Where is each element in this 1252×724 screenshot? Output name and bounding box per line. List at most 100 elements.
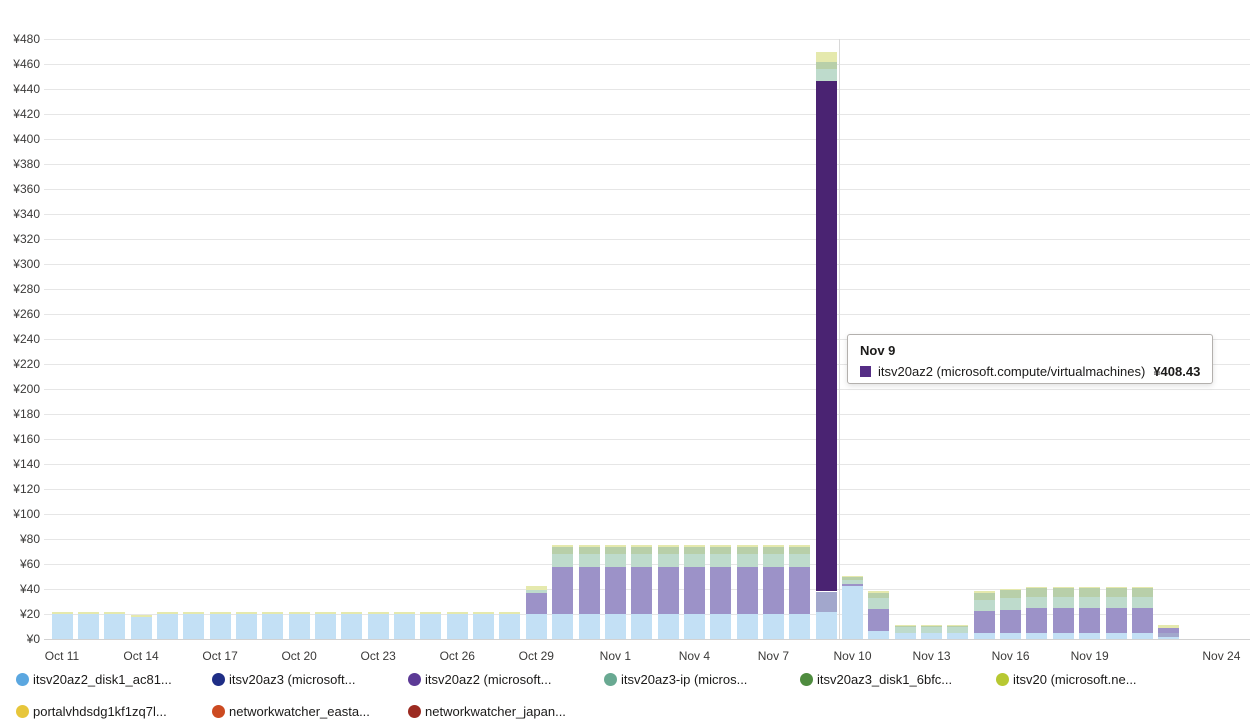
- bar-segment[interactable]: [51, 612, 73, 614]
- bar-segment[interactable]: [1131, 633, 1153, 639]
- bar-segment[interactable]: [130, 615, 152, 617]
- bar-segment[interactable]: [973, 633, 995, 639]
- bar-segment[interactable]: [657, 614, 679, 639]
- bar-segment[interactable]: [842, 575, 863, 578]
- bar-segment[interactable]: [1052, 588, 1074, 598]
- bar-segment[interactable]: [921, 633, 943, 639]
- legend-item[interactable]: itsv20az2_disk1_ac81...: [16, 671, 172, 687]
- bar-segment[interactable]: [683, 614, 705, 639]
- legend-item[interactable]: itsv20 (microsoft.ne...: [996, 671, 1137, 687]
- bar-segment[interactable]: [77, 612, 99, 614]
- bar-segment[interactable]: [525, 614, 547, 639]
- bar-segment[interactable]: [315, 614, 336, 639]
- bar-segment[interactable]: [1105, 633, 1127, 639]
- bar-segment[interactable]: [1026, 586, 1048, 589]
- bar-segment[interactable]: [921, 627, 943, 633]
- legend-item[interactable]: networkwatcher_japan...: [408, 703, 566, 719]
- bar-segment[interactable]: [1131, 586, 1153, 589]
- bar-segment[interactable]: [183, 612, 205, 614]
- bar-segment[interactable]: [1052, 633, 1074, 639]
- bar-segment[interactable]: [235, 612, 257, 614]
- bar-segment[interactable]: [683, 554, 705, 567]
- bar-segment[interactable]: [1131, 608, 1153, 634]
- bar-segment[interactable]: [262, 612, 284, 614]
- bar-segment[interactable]: [604, 614, 626, 639]
- bar-segment[interactable]: [604, 545, 626, 548]
- bar-segment[interactable]: [1131, 597, 1153, 609]
- bar-segment[interactable]: [209, 612, 231, 614]
- bar-segment[interactable]: [1158, 633, 1180, 637]
- bar-segment[interactable]: [104, 614, 126, 639]
- bar-segment[interactable]: [815, 591, 837, 612]
- bar-segment[interactable]: [842, 577, 863, 580]
- bar-segment[interactable]: [473, 614, 495, 639]
- legend-item[interactable]: itsv20az2 (microsoft...: [408, 671, 551, 687]
- bar-segment[interactable]: [578, 545, 600, 548]
- bar-segment[interactable]: [1000, 609, 1022, 634]
- bar-segment[interactable]: [973, 592, 995, 600]
- bar-segment[interactable]: [947, 627, 969, 633]
- bar-segment[interactable]: [762, 554, 784, 567]
- bar-segment[interactable]: [209, 614, 231, 639]
- bar-segment[interactable]: [1026, 608, 1048, 634]
- legend-item[interactable]: itsv20az3_disk1_6bfc...: [800, 671, 952, 687]
- bar-segment[interactable]: [1158, 624, 1180, 629]
- bar-segment[interactable]: [552, 566, 574, 614]
- bar-segment[interactable]: [631, 545, 653, 548]
- bar-segment[interactable]: [631, 566, 653, 614]
- bar-segment[interactable]: [552, 547, 574, 554]
- bar-segment[interactable]: [525, 585, 547, 590]
- bar-segment[interactable]: [815, 69, 837, 81]
- bar-segment[interactable]: [578, 554, 600, 567]
- bar-segment[interactable]: [631, 614, 653, 639]
- bar-segment[interactable]: [367, 612, 389, 614]
- bar-segment[interactable]: [789, 554, 811, 567]
- bar-segment[interactable]: [1158, 636, 1180, 639]
- bar-segment[interactable]: [1000, 598, 1022, 610]
- bar-segment[interactable]: [1000, 590, 1022, 599]
- bar-segment[interactable]: [499, 612, 521, 614]
- bar-segment[interactable]: [868, 590, 890, 593]
- bar-segment[interactable]: [552, 554, 574, 567]
- bar-segment[interactable]: [657, 547, 679, 554]
- bar-segment[interactable]: [921, 626, 943, 628]
- bar-segment[interactable]: [604, 547, 626, 554]
- bar-segment[interactable]: [868, 609, 890, 631]
- bar-segment[interactable]: [288, 612, 310, 614]
- bar-segment[interactable]: [710, 566, 732, 614]
- bar-segment[interactable]: [868, 592, 890, 598]
- bar-segment[interactable]: [1105, 608, 1127, 634]
- bar-segment[interactable]: [1079, 597, 1101, 609]
- bar-segment[interactable]: [947, 633, 969, 639]
- bar-segment[interactable]: [631, 554, 653, 567]
- bar-segment[interactable]: [525, 589, 547, 594]
- bar-segment[interactable]: [604, 554, 626, 567]
- bar-segment[interactable]: [710, 545, 732, 548]
- bar-segment[interactable]: [736, 545, 758, 548]
- bar-segment[interactable]: [183, 614, 205, 639]
- bar-segment[interactable]: [1131, 588, 1153, 598]
- bar-segment[interactable]: [1000, 633, 1022, 639]
- legend-item[interactable]: portalvhdsdg1kf1zq7l...: [16, 703, 167, 719]
- bar-segment[interactable]: [842, 584, 863, 586]
- bar-segment[interactable]: [789, 547, 811, 554]
- bar-segment[interactable]: [156, 614, 178, 639]
- bar-segment[interactable]: [894, 626, 916, 628]
- bar-segment[interactable]: [683, 547, 705, 554]
- bar-segment[interactable]: [815, 52, 837, 63]
- bar-segment[interactable]: [367, 614, 389, 639]
- bar-segment[interactable]: [130, 616, 152, 639]
- bar-segment[interactable]: [552, 614, 574, 639]
- bar-segment[interactable]: [842, 579, 863, 584]
- bar-segment[interactable]: [1079, 633, 1101, 639]
- bar-segment[interactable]: [947, 624, 969, 627]
- bar-segment[interactable]: [894, 624, 916, 627]
- bar-segment[interactable]: [394, 612, 416, 614]
- bar-segment[interactable]: [683, 566, 705, 614]
- bar-segment[interactable]: [789, 545, 811, 548]
- bar-segment[interactable]: [894, 627, 916, 633]
- bar-segment[interactable]: [604, 566, 626, 614]
- bar-segment[interactable]: [657, 554, 679, 567]
- bar-segment[interactable]: [446, 614, 468, 639]
- bar-segment[interactable]: [525, 593, 547, 614]
